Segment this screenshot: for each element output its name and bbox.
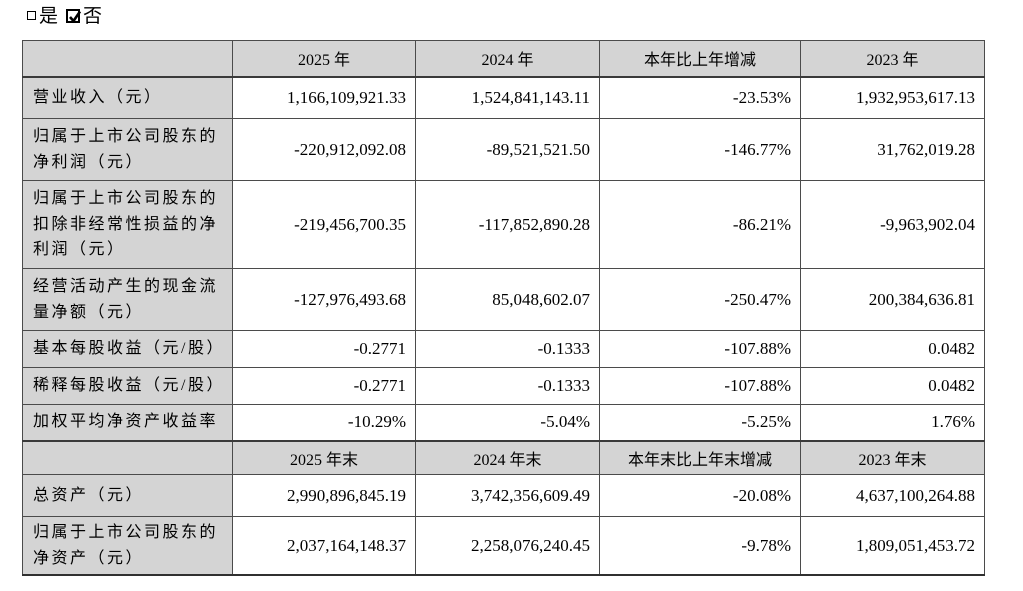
yes-label: 是 xyxy=(39,6,59,27)
cell-2025: -10.29% xyxy=(232,404,416,441)
cell-2023: -9,963,902.04 xyxy=(800,180,985,269)
cell-2025: -0.2771 xyxy=(232,330,416,368)
checkbox-unchecked-icon xyxy=(27,11,36,20)
row-label: 归属于上市公司股东的扣除非经常性损益的净利润（元） xyxy=(22,180,233,269)
table-row-net-profit: 归属于上市公司股东的净利润（元） -220,912,092.08 -89,521… xyxy=(22,118,985,181)
col-header-2025-end: 2025 年末 xyxy=(232,439,416,475)
col-header-blank xyxy=(22,439,233,475)
cell-change: -107.88% xyxy=(599,330,801,368)
cell-change: -23.53% xyxy=(599,76,801,119)
cell-2024: -5.04% xyxy=(415,404,600,441)
row-label: 基本每股收益（元/股） xyxy=(22,330,233,368)
option-yes: 是 xyxy=(27,6,58,27)
cell-2024: 1,524,841,143.11 xyxy=(415,76,600,119)
cell-2023: 0.0482 xyxy=(800,330,985,368)
table-row-net-profit-excl-nonrecurring: 归属于上市公司股东的扣除非经常性损益的净利润（元） -219,456,700.3… xyxy=(22,180,985,269)
annual-header-row: 2025 年 2024 年 本年比上年增减 2023 年 xyxy=(22,40,985,78)
table-row-operating-cash-flow: 经营活动产生的现金流量净额（元） -127,976,493.68 85,048,… xyxy=(22,268,985,331)
table-row-total-assets: 总资产（元） 2,990,896,845.19 3,742,356,609.49… xyxy=(22,474,985,517)
no-label: 否 xyxy=(83,6,103,27)
cell-change: -86.21% xyxy=(599,180,801,269)
cell-2023: 1,809,051,453.72 xyxy=(800,516,985,576)
cell-2025: -220,912,092.08 xyxy=(232,118,416,181)
cell-2023: 4,637,100,264.88 xyxy=(800,474,985,517)
cell-2024: 85,048,602.07 xyxy=(415,268,600,331)
cell-change: -5.25% xyxy=(599,404,801,441)
col-header-2024: 2024 年 xyxy=(415,40,600,78)
cell-2023: 200,384,636.81 xyxy=(800,268,985,331)
cell-2025: 2,037,164,148.37 xyxy=(232,516,416,576)
row-label: 归属于上市公司股东的净资产（元） xyxy=(22,516,233,576)
row-label: 加权平均净资产收益率 xyxy=(22,404,233,441)
cell-2025: -127,976,493.68 xyxy=(232,268,416,331)
cell-2023: 1.76% xyxy=(800,404,985,441)
yes-no-checkline: 是否 xyxy=(27,5,110,29)
row-label: 归属于上市公司股东的净利润（元） xyxy=(22,118,233,181)
col-header-2024-end: 2024 年末 xyxy=(415,439,600,475)
table-row-net-assets: 归属于上市公司股东的净资产（元） 2,037,164,148.37 2,258,… xyxy=(22,516,985,576)
cell-2023: 1,932,953,617.13 xyxy=(800,76,985,119)
cell-2024: -0.1333 xyxy=(415,367,600,405)
row-label: 营业收入（元） xyxy=(22,76,233,119)
cell-2025: 1,166,109,921.33 xyxy=(232,76,416,119)
table-row-diluted-eps: 稀释每股收益（元/股） -0.2771 -0.1333 -107.88% 0.0… xyxy=(22,367,985,405)
financial-summary-table: 2025 年 2024 年 本年比上年增减 2023 年 营业收入（元） 1,1… xyxy=(22,40,985,577)
table-row-revenue: 营业收入（元） 1,166,109,921.33 1,524,841,143.1… xyxy=(22,76,985,119)
cell-change: -107.88% xyxy=(599,367,801,405)
row-label: 经营活动产生的现金流量净额（元） xyxy=(22,268,233,331)
option-no: 否 xyxy=(66,6,102,27)
row-label: 稀释每股收益（元/股） xyxy=(22,367,233,405)
col-header-2023-end: 2023 年末 xyxy=(800,439,985,475)
col-header-blank xyxy=(22,40,233,78)
cell-2024: -0.1333 xyxy=(415,330,600,368)
checkbox-checked-icon xyxy=(66,9,82,24)
col-header-2023: 2023 年 xyxy=(800,40,985,78)
col-header-change-end: 本年末比上年末增减 xyxy=(599,439,801,475)
yearend-header-row: 2025 年末 2024 年末 本年末比上年末增减 2023 年末 xyxy=(22,439,985,475)
cell-2025: 2,990,896,845.19 xyxy=(232,474,416,517)
cell-2024: -117,852,890.28 xyxy=(415,180,600,269)
cell-change: -250.47% xyxy=(599,268,801,331)
table-row-basic-eps: 基本每股收益（元/股） -0.2771 -0.1333 -107.88% 0.0… xyxy=(22,330,985,368)
cell-change: -146.77% xyxy=(599,118,801,181)
cell-2023: 31,762,019.28 xyxy=(800,118,985,181)
cell-2024: -89,521,521.50 xyxy=(415,118,600,181)
cell-change: -20.08% xyxy=(599,474,801,517)
row-label: 总资产（元） xyxy=(22,474,233,517)
cell-2023: 0.0482 xyxy=(800,367,985,405)
col-header-change: 本年比上年增减 xyxy=(599,40,801,78)
cell-change: -9.78% xyxy=(599,516,801,576)
cell-2025: -0.2771 xyxy=(232,367,416,405)
cell-2024: 3,742,356,609.49 xyxy=(415,474,600,517)
cell-2025: -219,456,700.35 xyxy=(232,180,416,269)
col-header-2025: 2025 年 xyxy=(232,40,416,78)
cell-2024: 2,258,076,240.45 xyxy=(415,516,600,576)
table-row-weighted-roe: 加权平均净资产收益率 -10.29% -5.04% -5.25% 1.76% xyxy=(22,404,985,441)
